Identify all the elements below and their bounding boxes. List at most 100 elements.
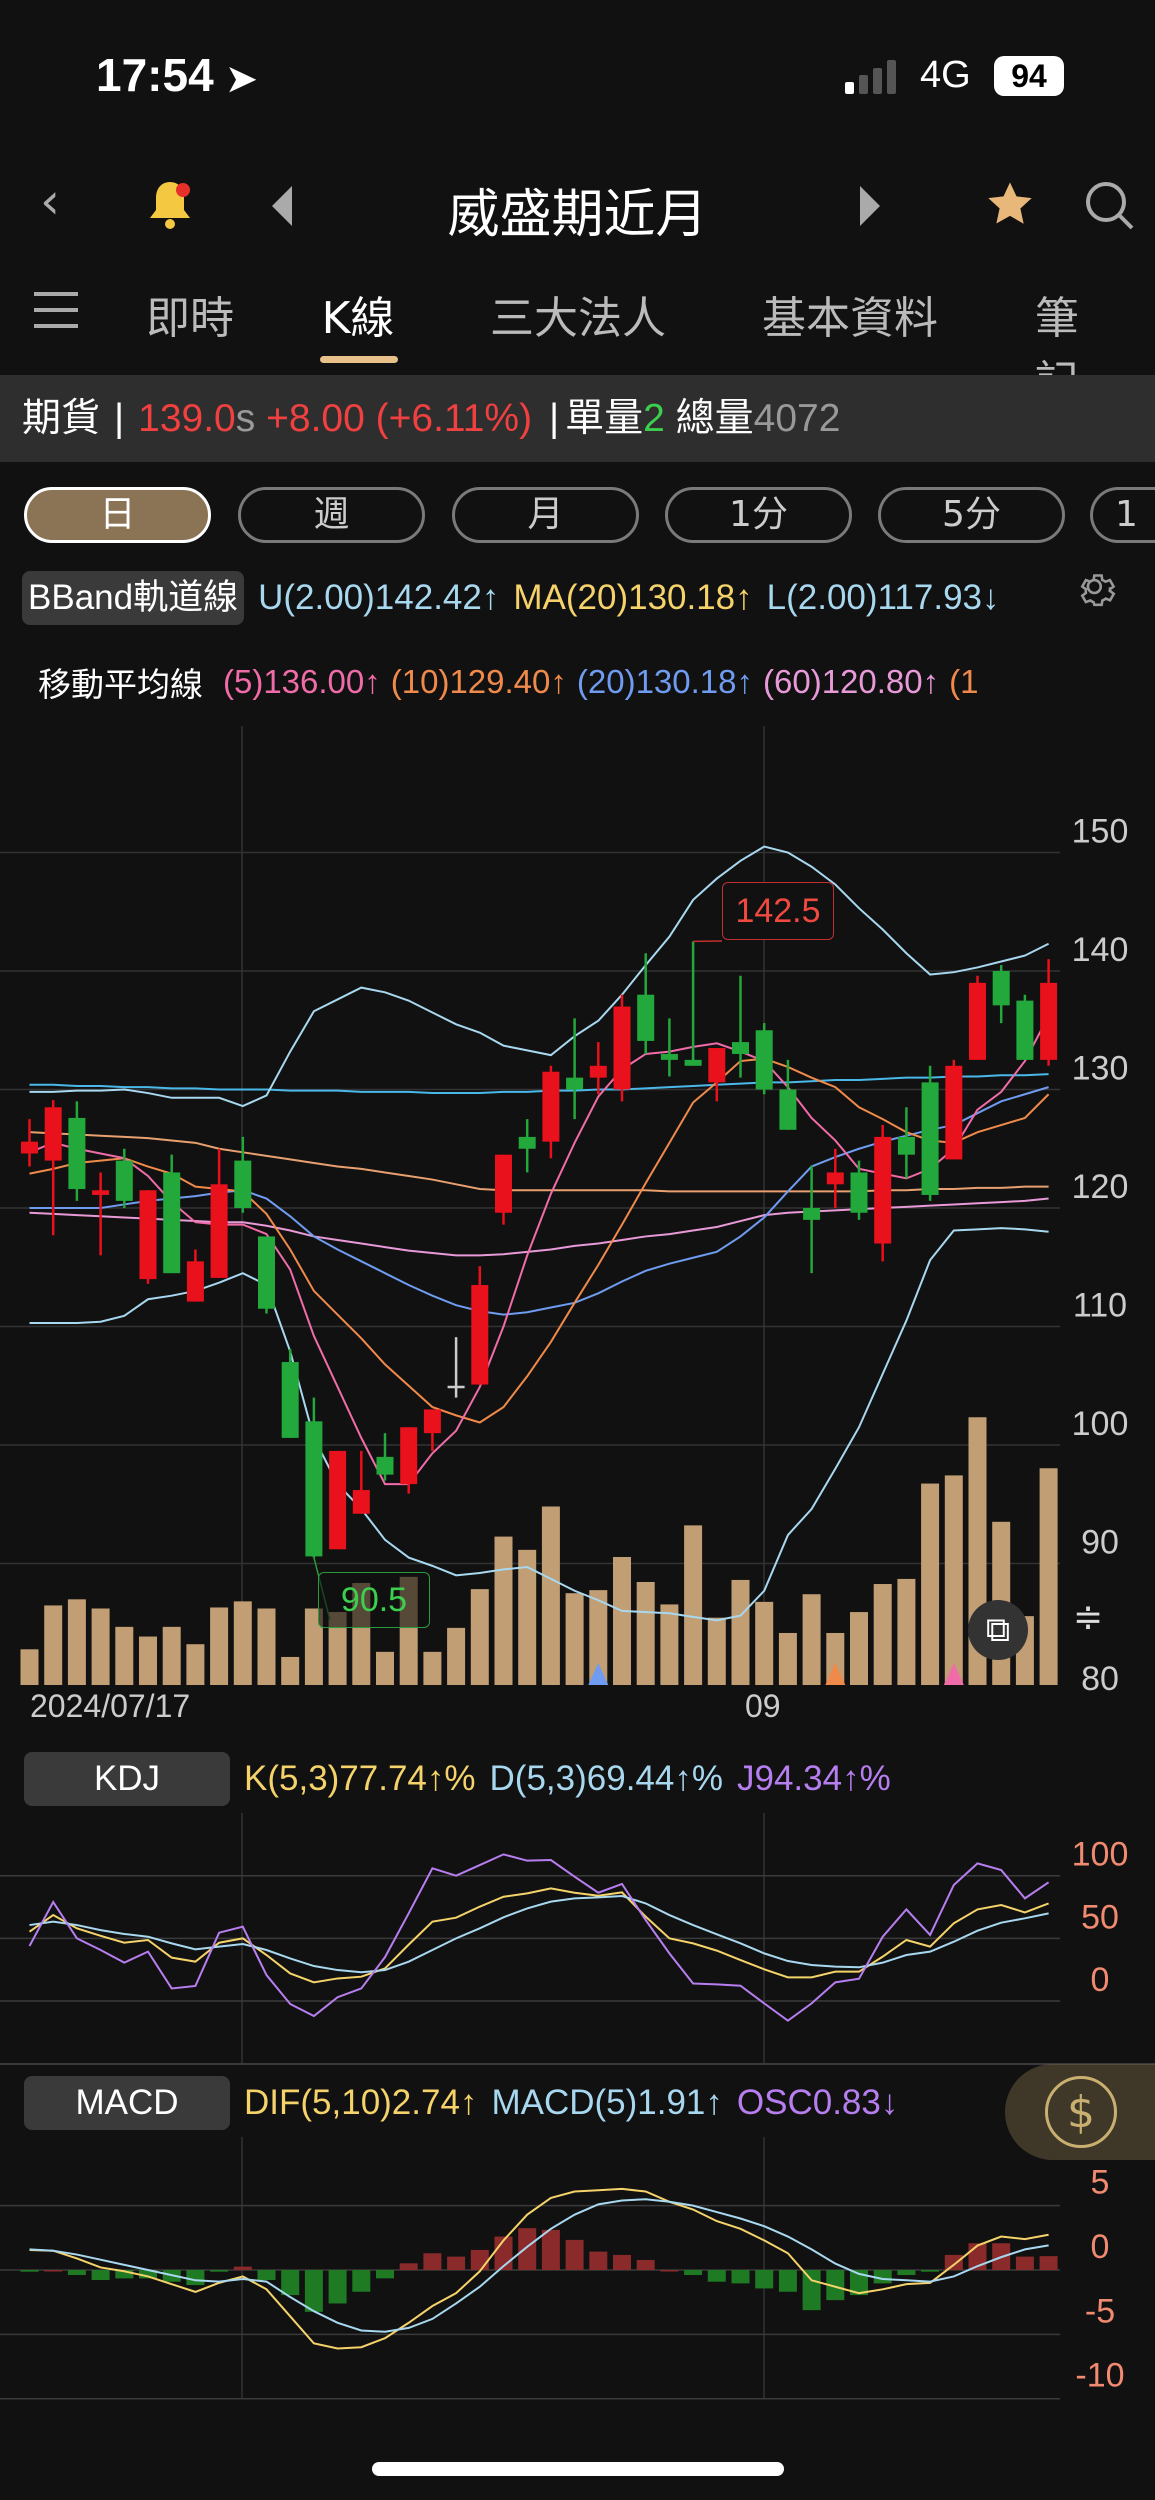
j-line (28, 1853, 1050, 2022)
macd-chart[interactable]: 50-5-10 (0, 0, 1155, 2420)
volume-bar (91, 1608, 110, 1685)
candle-body (874, 1136, 892, 1244)
tab-institutional[interactable]: 三大法人 (490, 293, 666, 344)
osc-bar (210, 2270, 229, 2272)
volume-bar (802, 1594, 821, 1685)
osc-bar (826, 2270, 845, 2301)
candle-body (1016, 1000, 1034, 1060)
search-icon[interactable] (1082, 178, 1136, 232)
volume-bar (67, 1599, 86, 1685)
kdj-tick-label: 50 (1081, 1898, 1119, 1936)
candle-body (826, 1172, 844, 1185)
osc-bar (328, 2270, 347, 2304)
d-line (29, 1894, 1049, 1974)
candle-body (566, 1077, 584, 1090)
prev-contract-icon[interactable] (272, 186, 292, 226)
osc-bar (944, 2254, 963, 2270)
candle-body (329, 1450, 347, 1550)
price-tick-label: 130 (1072, 1050, 1129, 1088)
period-1min[interactable]: 1分 (665, 487, 852, 543)
candle-body (44, 1107, 62, 1161)
kline-chart[interactable]: 150 140 130 120 110 100 90 80 (0, 0, 1155, 1740)
volume-bar (210, 1607, 229, 1685)
volume-bar (20, 1649, 39, 1685)
candle-body (684, 1059, 702, 1066)
volume-bar (186, 1644, 205, 1685)
osc-bar (1039, 2256, 1058, 2270)
volume-bar (684, 1525, 703, 1685)
back-button[interactable]: ‹ (40, 172, 60, 230)
next-contract-icon[interactable] (860, 186, 880, 226)
date-label-start: 2024/07/17 (30, 1688, 191, 1724)
home-indicator (372, 2462, 784, 2476)
osc-bar (636, 2259, 655, 2270)
volume-bar (565, 1593, 584, 1685)
candle-body (755, 1030, 773, 1090)
osc-bar (1015, 2256, 1034, 2270)
total-volume: 4072 (753, 397, 841, 440)
candle-body (92, 1190, 110, 1195)
candle-body (210, 1184, 228, 1278)
volume-bar (660, 1604, 679, 1685)
network-label: 4G (920, 54, 971, 96)
candle-body (850, 1172, 868, 1213)
osc-bar (660, 2270, 679, 2272)
osc-bar (518, 2228, 537, 2270)
favorite-star-icon[interactable] (984, 178, 1036, 230)
osc-bar (20, 2270, 39, 2272)
tab-fundamentals[interactable]: 基本資料 (762, 293, 938, 344)
period-5min[interactable]: 5分 (878, 487, 1065, 543)
tab-kline[interactable]: K線 (321, 293, 395, 344)
volume-bar (850, 1612, 868, 1685)
volume-bar (518, 1549, 537, 1685)
candle-body (258, 1236, 275, 1309)
location-arrow-icon: ➤ (226, 58, 257, 99)
signal-marker (943, 1663, 964, 1685)
volume-bar (328, 1612, 347, 1685)
osc-bar (778, 2270, 797, 2292)
osc-bar (115, 2270, 134, 2279)
candle-body (186, 1261, 204, 1302)
price-tick-label: 120 (1072, 1168, 1129, 1206)
period-day[interactable]: 日 (24, 487, 211, 543)
candle-body (115, 1160, 133, 1201)
osc-bar (139, 2270, 157, 2279)
tab-realtime[interactable]: 即時 (146, 293, 234, 344)
period-week[interactable]: 週 (238, 487, 425, 543)
candle-body (945, 1065, 963, 1160)
osc-bar (470, 2249, 489, 2270)
single-volume: 2 (643, 397, 665, 440)
settings-gear-icon[interactable] (1076, 570, 1120, 614)
kdj-selector[interactable]: KDJ (24, 1752, 230, 1806)
osc-bar (352, 2270, 371, 2292)
kdj-tick-label: 100 (1072, 1836, 1129, 1874)
resize-panel-icon[interactable]: ≑ (1072, 1597, 1104, 1638)
macd-selector[interactable]: MACD (24, 2076, 230, 2130)
kdj-legend: KDJ K(5,3)77.74↑% D(5,3)69.44↑% J94.34↑% (24, 1752, 905, 1806)
osc-bar (304, 2270, 323, 2312)
menu-icon[interactable] (34, 292, 78, 328)
price-tick-label: 150 (1072, 813, 1129, 851)
candle-body (779, 1089, 797, 1130)
volume-bar (778, 1632, 797, 1685)
volume-bar (281, 1656, 300, 1685)
candle-body (352, 1490, 370, 1514)
price-change-pct: (+6.11%) (375, 397, 533, 440)
trade-dollar-button[interactable]: $ (1005, 2064, 1155, 2160)
rotate-screen-button[interactable]: ⧉ (968, 1600, 1028, 1660)
osc-bar (755, 2270, 774, 2289)
osc-bar (399, 2263, 418, 2270)
signal-marker (825, 1663, 846, 1685)
bell-icon[interactable] (145, 178, 195, 232)
high-annotation: 142.5 (722, 882, 834, 940)
period-more[interactable]: 1 (1090, 487, 1155, 543)
candle-body (68, 1117, 86, 1190)
kdj-chart[interactable]: 100 50 0 (0, 0, 1155, 2080)
osc-bar (281, 2270, 300, 2296)
candle-body (803, 1208, 821, 1220)
volume-bar (470, 1589, 489, 1685)
low-annotation: 90.5 (318, 1572, 430, 1628)
candle-body (518, 1136, 536, 1149)
bband-selector[interactable]: BBand軌道線 (22, 571, 245, 625)
period-month[interactable]: 月 (452, 487, 639, 543)
